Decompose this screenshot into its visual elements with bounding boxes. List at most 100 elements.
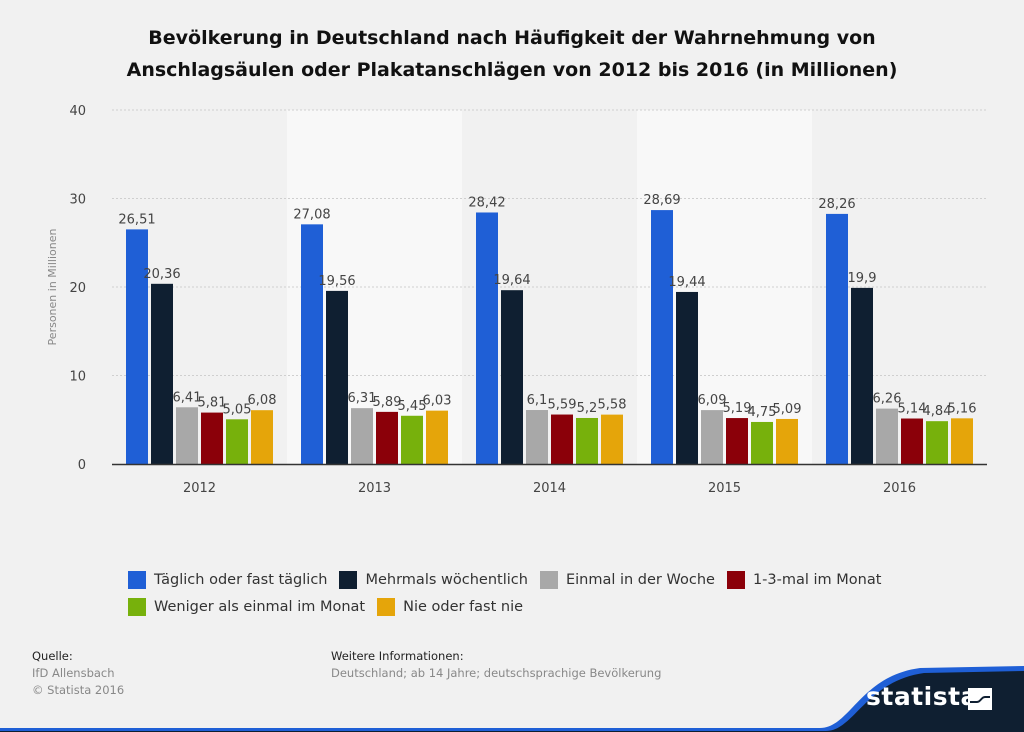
- data-label: 6,31: [348, 391, 377, 406]
- source-heading: Quelle: [32, 649, 69, 663]
- y-tick-label: 40: [69, 104, 86, 119]
- legend-swatch: [128, 570, 146, 589]
- legend-label: 1-3-mal im Monat: [752, 571, 882, 588]
- info-text: Deutschland; ab 14 Jahre; deutschsprachi…: [331, 666, 662, 680]
- legend-item[interactable]: 1-3-mal im Monat: [726, 570, 882, 589]
- bar[interactable]: [401, 415, 423, 464]
- data-labels: 26,51 20,36 6,415,815,056,08 27,08 19,56 6,31…: [118, 193, 976, 420]
- bar[interactable]: [951, 418, 973, 464]
- x-tick-label: 2014: [533, 481, 566, 496]
- y-tick-label: 0: [78, 458, 86, 473]
- data-label: 5,05: [223, 402, 252, 417]
- legend-label: Weniger als einmal im Monat: [154, 598, 366, 615]
- bar[interactable]: [301, 224, 323, 464]
- bar[interactable]: [876, 408, 898, 464]
- y-axis-ticks: 0 10 20 30 40: [69, 104, 86, 473]
- legend-item[interactable]: Mehrmals wöchentlich: [339, 570, 528, 589]
- bar[interactable]: [151, 283, 173, 464]
- data-label: 6,1: [527, 393, 548, 408]
- data-label: 5,19: [723, 401, 752, 416]
- data-label: 28,26: [818, 197, 855, 212]
- data-label: 28,42: [468, 195, 505, 210]
- data-label: 5,58: [598, 398, 627, 413]
- bar[interactable]: [851, 287, 873, 464]
- statista-logo-text[interactable]: statista: [866, 682, 978, 711]
- data-label: 19,9: [848, 271, 877, 286]
- data-label: 19,44: [668, 275, 705, 290]
- bar[interactable]: [651, 210, 673, 464]
- copyright-line: © Statista 2016: [32, 683, 125, 697]
- y-axis-label: Personen in Millionen: [46, 229, 59, 346]
- bar[interactable]: [351, 408, 373, 464]
- info-heading: Weitere Informationen: [331, 649, 460, 663]
- bar[interactable]: [576, 417, 598, 464]
- bars: [126, 210, 973, 464]
- legend-swatch: [339, 570, 358, 589]
- bar[interactable]: [201, 412, 223, 464]
- bar[interactable]: [176, 407, 198, 464]
- legend-row-2: Weniger als einmal im Monat Nie oder fas…: [128, 593, 948, 620]
- data-label: 19,56: [318, 274, 355, 289]
- bar[interactable]: [251, 410, 273, 464]
- data-label: 6,09: [698, 393, 727, 408]
- legend: Täglich oder fast täglich Mehrmals wöche…: [128, 566, 948, 620]
- data-label: 5,16: [948, 401, 977, 416]
- legend-item[interactable]: Weniger als einmal im Monat: [128, 597, 366, 616]
- bar[interactable]: [326, 290, 348, 464]
- bar[interactable]: [926, 421, 948, 464]
- data-label: 6,03: [423, 394, 452, 409]
- bar[interactable]: [551, 414, 573, 464]
- data-label: 6,26: [873, 392, 902, 407]
- data-label: 4,75: [748, 405, 777, 420]
- bar[interactable]: [426, 410, 448, 464]
- bar[interactable]: [826, 213, 848, 464]
- y-tick-label: 30: [69, 193, 86, 208]
- legend-label: Täglich oder fast täglich: [154, 571, 328, 588]
- legend-swatch: [128, 597, 146, 616]
- bar[interactable]: [701, 410, 723, 464]
- legend-swatch: [726, 570, 745, 589]
- x-axis-ticks: 2012 2013 2014 2015 2016: [183, 481, 916, 496]
- chart-title-line-2: Anschlagsäulen oder Plakatanschlägen von…: [126, 59, 898, 81]
- y-tick-label: 20: [69, 281, 86, 296]
- bar[interactable]: [676, 291, 698, 464]
- legend-item[interactable]: Einmal in der Woche: [539, 570, 715, 589]
- bar[interactable]: [226, 419, 248, 464]
- legend-item[interactable]: Nie oder fast nie: [377, 597, 524, 616]
- legend-swatch: [539, 570, 558, 589]
- data-label: 26,51: [118, 212, 155, 227]
- source-block: Quelle: IfD Allensbach © Statista 2016: [32, 649, 125, 697]
- y-tick-label: 10: [69, 370, 86, 385]
- bar[interactable]: [601, 414, 623, 464]
- bar[interactable]: [776, 418, 798, 464]
- bar[interactable]: [376, 411, 398, 464]
- bar[interactable]: [901, 418, 923, 464]
- legend-label: Einmal in der Woche: [565, 571, 715, 588]
- data-label: 5,45: [398, 399, 427, 414]
- x-tick-label: 2012: [183, 481, 216, 496]
- bar[interactable]: [501, 290, 523, 464]
- bar[interactable]: [726, 418, 748, 464]
- bar[interactable]: [476, 212, 498, 464]
- bar-chart: 0 10 20 30 40 Personen in Millionen 26,51 20,…: [46, 104, 987, 496]
- chart-title-line-1: Bevölkerung in Deutschland nach Häufigke…: [148, 27, 876, 49]
- bar[interactable]: [751, 421, 773, 464]
- legend-label: Mehrmals wöchentlich: [365, 571, 528, 588]
- bar[interactable]: [126, 229, 148, 464]
- data-label: 5,81: [198, 396, 227, 411]
- x-tick-label: 2015: [708, 481, 741, 496]
- data-label: 5,89: [373, 395, 402, 410]
- data-label: 5,14: [898, 402, 927, 417]
- legend-item[interactable]: Täglich oder fast täglich: [128, 570, 328, 589]
- source-line: IfD Allensbach: [32, 666, 115, 680]
- bar[interactable]: [526, 410, 548, 464]
- data-label: 27,08: [293, 207, 330, 222]
- data-label: 19,64: [493, 273, 530, 288]
- statista-logo-icon: [968, 688, 992, 710]
- data-label: 5,59: [548, 398, 577, 413]
- legend-label: Nie oder fast nie: [403, 598, 524, 615]
- info-block: Weitere Informationen: Deutschland; ab 1…: [331, 649, 662, 680]
- chart-title: Bevölkerung in Deutschland nach Häufigke…: [0, 22, 1024, 86]
- data-label: 5,2: [577, 401, 598, 416]
- data-label: 28,69: [643, 193, 680, 208]
